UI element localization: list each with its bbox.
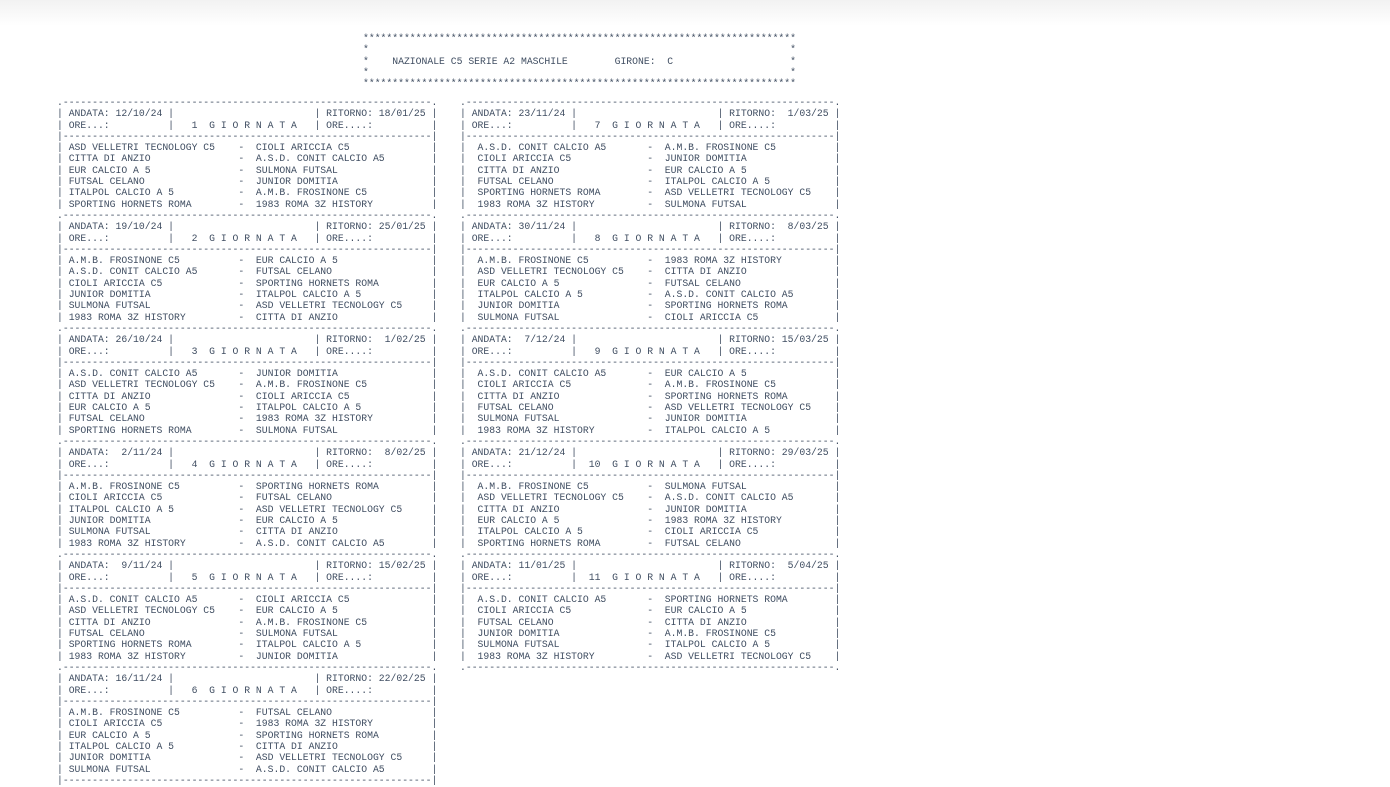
giornata-1-box: .---------------------------------------… [57,97,438,210]
giornata-9-box: .---------------------------------------… [460,323,841,436]
giornata-5-box: .---------------------------------------… [57,549,438,662]
giornata-3-box: .---------------------------------------… [57,323,438,436]
league-header-box: ****************************************… [363,33,796,90]
giornata-10-box: .---------------------------------------… [460,436,841,549]
giornata-4-box: .---------------------------------------… [57,436,438,549]
giornata-8-box: .---------------------------------------… [460,210,841,323]
giornata-11-box: .---------------------------------------… [460,549,841,673]
giornata-7-box: .---------------------------------------… [460,97,841,210]
giornata-2-box: .---------------------------------------… [57,210,438,323]
giornata-6-box: .---------------------------------------… [57,662,438,786]
